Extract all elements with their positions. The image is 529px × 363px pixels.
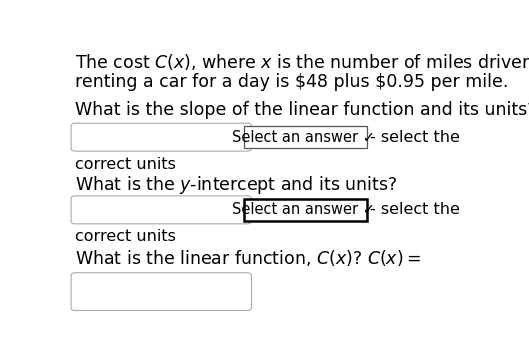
Text: renting a car for a day is \$48 plus \$0.95 per mile.: renting a car for a day is \$48 plus \$0… xyxy=(75,73,508,91)
FancyBboxPatch shape xyxy=(71,123,251,151)
Text: correct units: correct units xyxy=(75,229,176,244)
Text: What is the linear function, $C(x)$? $C(x) =$: What is the linear function, $C(x)$? $C(… xyxy=(75,248,421,268)
Text: Select an answer ✓: Select an answer ✓ xyxy=(232,130,375,145)
Text: The cost $C(x)$, where $x$ is the number of miles driven, of: The cost $C(x)$, where $x$ is the number… xyxy=(75,52,529,72)
FancyBboxPatch shape xyxy=(244,126,368,148)
Text: - select the: - select the xyxy=(369,202,459,217)
Text: - select the: - select the xyxy=(369,130,459,145)
Text: correct units: correct units xyxy=(75,157,176,172)
Text: What is the slope of the linear function and its units?: What is the slope of the linear function… xyxy=(75,101,529,119)
Text: Select an answer ✓: Select an answer ✓ xyxy=(232,202,375,217)
FancyBboxPatch shape xyxy=(244,199,368,221)
Text: What is the $y$-intercept and its units?: What is the $y$-intercept and its units? xyxy=(75,174,397,196)
FancyBboxPatch shape xyxy=(71,196,251,224)
FancyBboxPatch shape xyxy=(71,273,251,310)
